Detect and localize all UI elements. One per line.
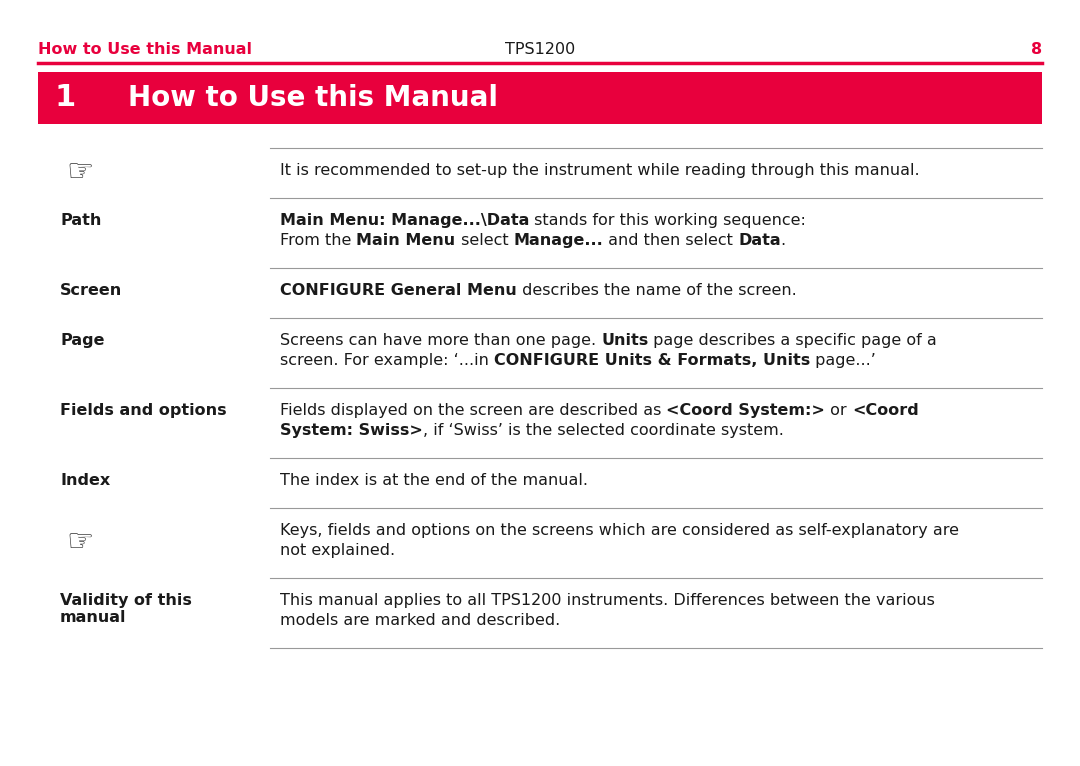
Text: How to Use this Manual: How to Use this Manual	[129, 84, 498, 112]
Text: Screen: Screen	[60, 283, 122, 298]
Text: Main Menu: Main Menu	[356, 233, 456, 248]
Text: screen. For example: ‘...in: screen. For example: ‘...in	[280, 353, 494, 368]
Text: This manual applies to all TPS1200 instruments. Differences between the various: This manual applies to all TPS1200 instr…	[280, 593, 935, 608]
Text: It is recommended to set-up the instrument while reading through this manual.: It is recommended to set-up the instrume…	[280, 163, 920, 178]
Text: Validity of this
manual: Validity of this manual	[60, 593, 192, 625]
Text: How to Use this Manual: How to Use this Manual	[38, 42, 252, 57]
Text: <Coord: <Coord	[852, 403, 919, 418]
Text: .: .	[781, 233, 786, 248]
Text: 8: 8	[1031, 42, 1042, 57]
Text: 1: 1	[54, 83, 76, 113]
Text: Screens can have more than one page.: Screens can have more than one page.	[280, 333, 602, 348]
Text: Manage...: Manage...	[513, 233, 603, 248]
Text: or: or	[825, 403, 852, 418]
Text: page describes a specific page of a: page describes a specific page of a	[648, 333, 937, 348]
Text: CONFIGURE General Menu: CONFIGURE General Menu	[280, 283, 516, 298]
Bar	[38, 72, 1042, 124]
Text: Keys, fields and options on the screens which are considered as self-explanatory: Keys, fields and options on the screens …	[280, 523, 959, 538]
Text: Units: Units	[602, 333, 648, 348]
Text: describes the name of the screen.: describes the name of the screen.	[516, 283, 797, 298]
Text: <Coord System:>: <Coord System:>	[666, 403, 825, 418]
Text: ☞: ☞	[66, 529, 94, 558]
Text: System: Swiss>: System: Swiss>	[280, 423, 423, 438]
Text: Data: Data	[738, 233, 781, 248]
Text: Fields displayed on the screen are described as: Fields displayed on the screen are descr…	[280, 403, 666, 418]
Text: Main Menu: Manage...\Data: Main Menu: Manage...\Data	[280, 213, 529, 228]
Text: select: select	[456, 233, 513, 248]
Text: Fields and options: Fields and options	[60, 403, 227, 418]
Text: , if ‘Swiss’ is the selected coordinate system.: , if ‘Swiss’ is the selected coordinate …	[423, 423, 784, 438]
Text: ☞: ☞	[66, 159, 94, 188]
Text: and then select: and then select	[603, 233, 738, 248]
Text: Index: Index	[60, 473, 110, 488]
Text: Page: Page	[60, 333, 105, 348]
Text: page...’: page...’	[810, 353, 876, 368]
Text: models are marked and described.: models are marked and described.	[280, 613, 561, 628]
Text: From the: From the	[280, 233, 356, 248]
Text: The index is at the end of the manual.: The index is at the end of the manual.	[280, 473, 588, 488]
Text: CONFIGURE Units & Formats, Units: CONFIGURE Units & Formats, Units	[494, 353, 810, 368]
Text: Path: Path	[60, 213, 102, 228]
Text: not explained.: not explained.	[280, 543, 395, 558]
Text: TPS1200: TPS1200	[504, 42, 576, 57]
Text: stands for this working sequence:: stands for this working sequence:	[529, 213, 807, 228]
